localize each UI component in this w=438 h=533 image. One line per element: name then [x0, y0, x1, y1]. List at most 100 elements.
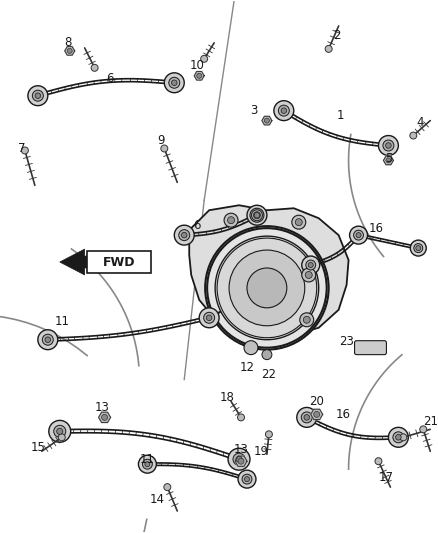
Circle shape [233, 453, 245, 465]
Circle shape [28, 86, 48, 106]
Circle shape [262, 350, 272, 360]
Circle shape [161, 145, 168, 152]
Circle shape [295, 219, 302, 225]
Text: 6: 6 [106, 72, 113, 85]
Circle shape [393, 432, 404, 443]
Circle shape [301, 412, 312, 423]
Circle shape [197, 74, 201, 78]
Circle shape [206, 315, 212, 320]
Circle shape [247, 205, 267, 225]
Circle shape [45, 337, 51, 343]
Polygon shape [262, 116, 272, 125]
Text: FWD: FWD [103, 255, 135, 269]
Circle shape [386, 158, 391, 163]
Circle shape [236, 456, 242, 462]
Circle shape [400, 434, 407, 441]
Circle shape [244, 477, 250, 482]
Polygon shape [99, 412, 110, 423]
Text: 19: 19 [254, 445, 268, 458]
Circle shape [279, 105, 290, 116]
Circle shape [57, 428, 63, 434]
Circle shape [145, 462, 150, 467]
Circle shape [38, 330, 58, 350]
Circle shape [314, 411, 320, 417]
Circle shape [302, 268, 316, 282]
Circle shape [247, 268, 287, 308]
Circle shape [254, 212, 261, 219]
Text: 13: 13 [233, 443, 248, 456]
Text: 2: 2 [333, 29, 340, 43]
Circle shape [102, 414, 108, 421]
Text: 5: 5 [385, 152, 392, 165]
Text: 9: 9 [158, 134, 165, 147]
Circle shape [304, 415, 310, 420]
Circle shape [383, 140, 394, 151]
Polygon shape [65, 46, 75, 55]
FancyBboxPatch shape [354, 341, 386, 354]
Circle shape [249, 270, 285, 306]
Text: 14: 14 [150, 492, 165, 505]
Text: 16: 16 [336, 408, 351, 421]
Circle shape [238, 470, 256, 488]
Circle shape [21, 147, 28, 154]
Circle shape [297, 407, 317, 427]
Circle shape [42, 334, 53, 345]
Circle shape [199, 308, 219, 328]
Text: 22: 22 [261, 368, 276, 381]
Text: 4: 4 [417, 116, 424, 129]
Circle shape [169, 77, 180, 88]
Text: 23: 23 [339, 335, 354, 348]
Circle shape [232, 253, 302, 323]
Circle shape [281, 108, 286, 114]
Circle shape [356, 232, 361, 238]
Circle shape [242, 474, 252, 484]
Text: 10: 10 [190, 59, 205, 72]
Circle shape [229, 250, 305, 326]
Circle shape [164, 483, 171, 490]
Circle shape [164, 73, 184, 93]
Circle shape [215, 236, 319, 340]
Circle shape [420, 426, 427, 433]
Circle shape [172, 80, 177, 85]
Circle shape [389, 427, 408, 447]
Polygon shape [311, 409, 323, 419]
Circle shape [138, 455, 156, 473]
Circle shape [238, 458, 244, 464]
Text: 21: 21 [423, 415, 438, 428]
Text: 12: 12 [240, 361, 254, 374]
Circle shape [308, 262, 313, 268]
Text: 8: 8 [64, 36, 71, 50]
Circle shape [49, 421, 71, 442]
Circle shape [181, 232, 187, 238]
Text: 11: 11 [140, 453, 155, 466]
Circle shape [251, 209, 262, 221]
Polygon shape [383, 156, 393, 165]
Circle shape [300, 313, 314, 327]
Text: 18: 18 [219, 391, 234, 404]
Text: 1: 1 [337, 109, 344, 122]
Circle shape [32, 90, 43, 101]
Circle shape [302, 256, 320, 274]
Circle shape [54, 425, 66, 438]
Circle shape [410, 240, 426, 256]
Text: 17: 17 [379, 471, 394, 483]
Circle shape [250, 208, 264, 222]
Circle shape [91, 64, 98, 71]
Circle shape [179, 230, 190, 240]
Circle shape [350, 226, 367, 244]
Circle shape [224, 213, 238, 227]
Text: 13: 13 [95, 401, 110, 414]
Text: 6: 6 [194, 219, 201, 232]
Circle shape [396, 434, 401, 440]
Circle shape [305, 271, 312, 278]
Circle shape [228, 217, 234, 224]
Circle shape [254, 213, 260, 218]
Circle shape [274, 101, 294, 120]
Circle shape [265, 118, 269, 123]
Text: 3: 3 [250, 104, 258, 117]
Circle shape [410, 132, 417, 139]
Circle shape [306, 260, 316, 270]
Circle shape [142, 459, 152, 469]
Text: 16: 16 [369, 222, 384, 235]
Polygon shape [189, 205, 349, 338]
